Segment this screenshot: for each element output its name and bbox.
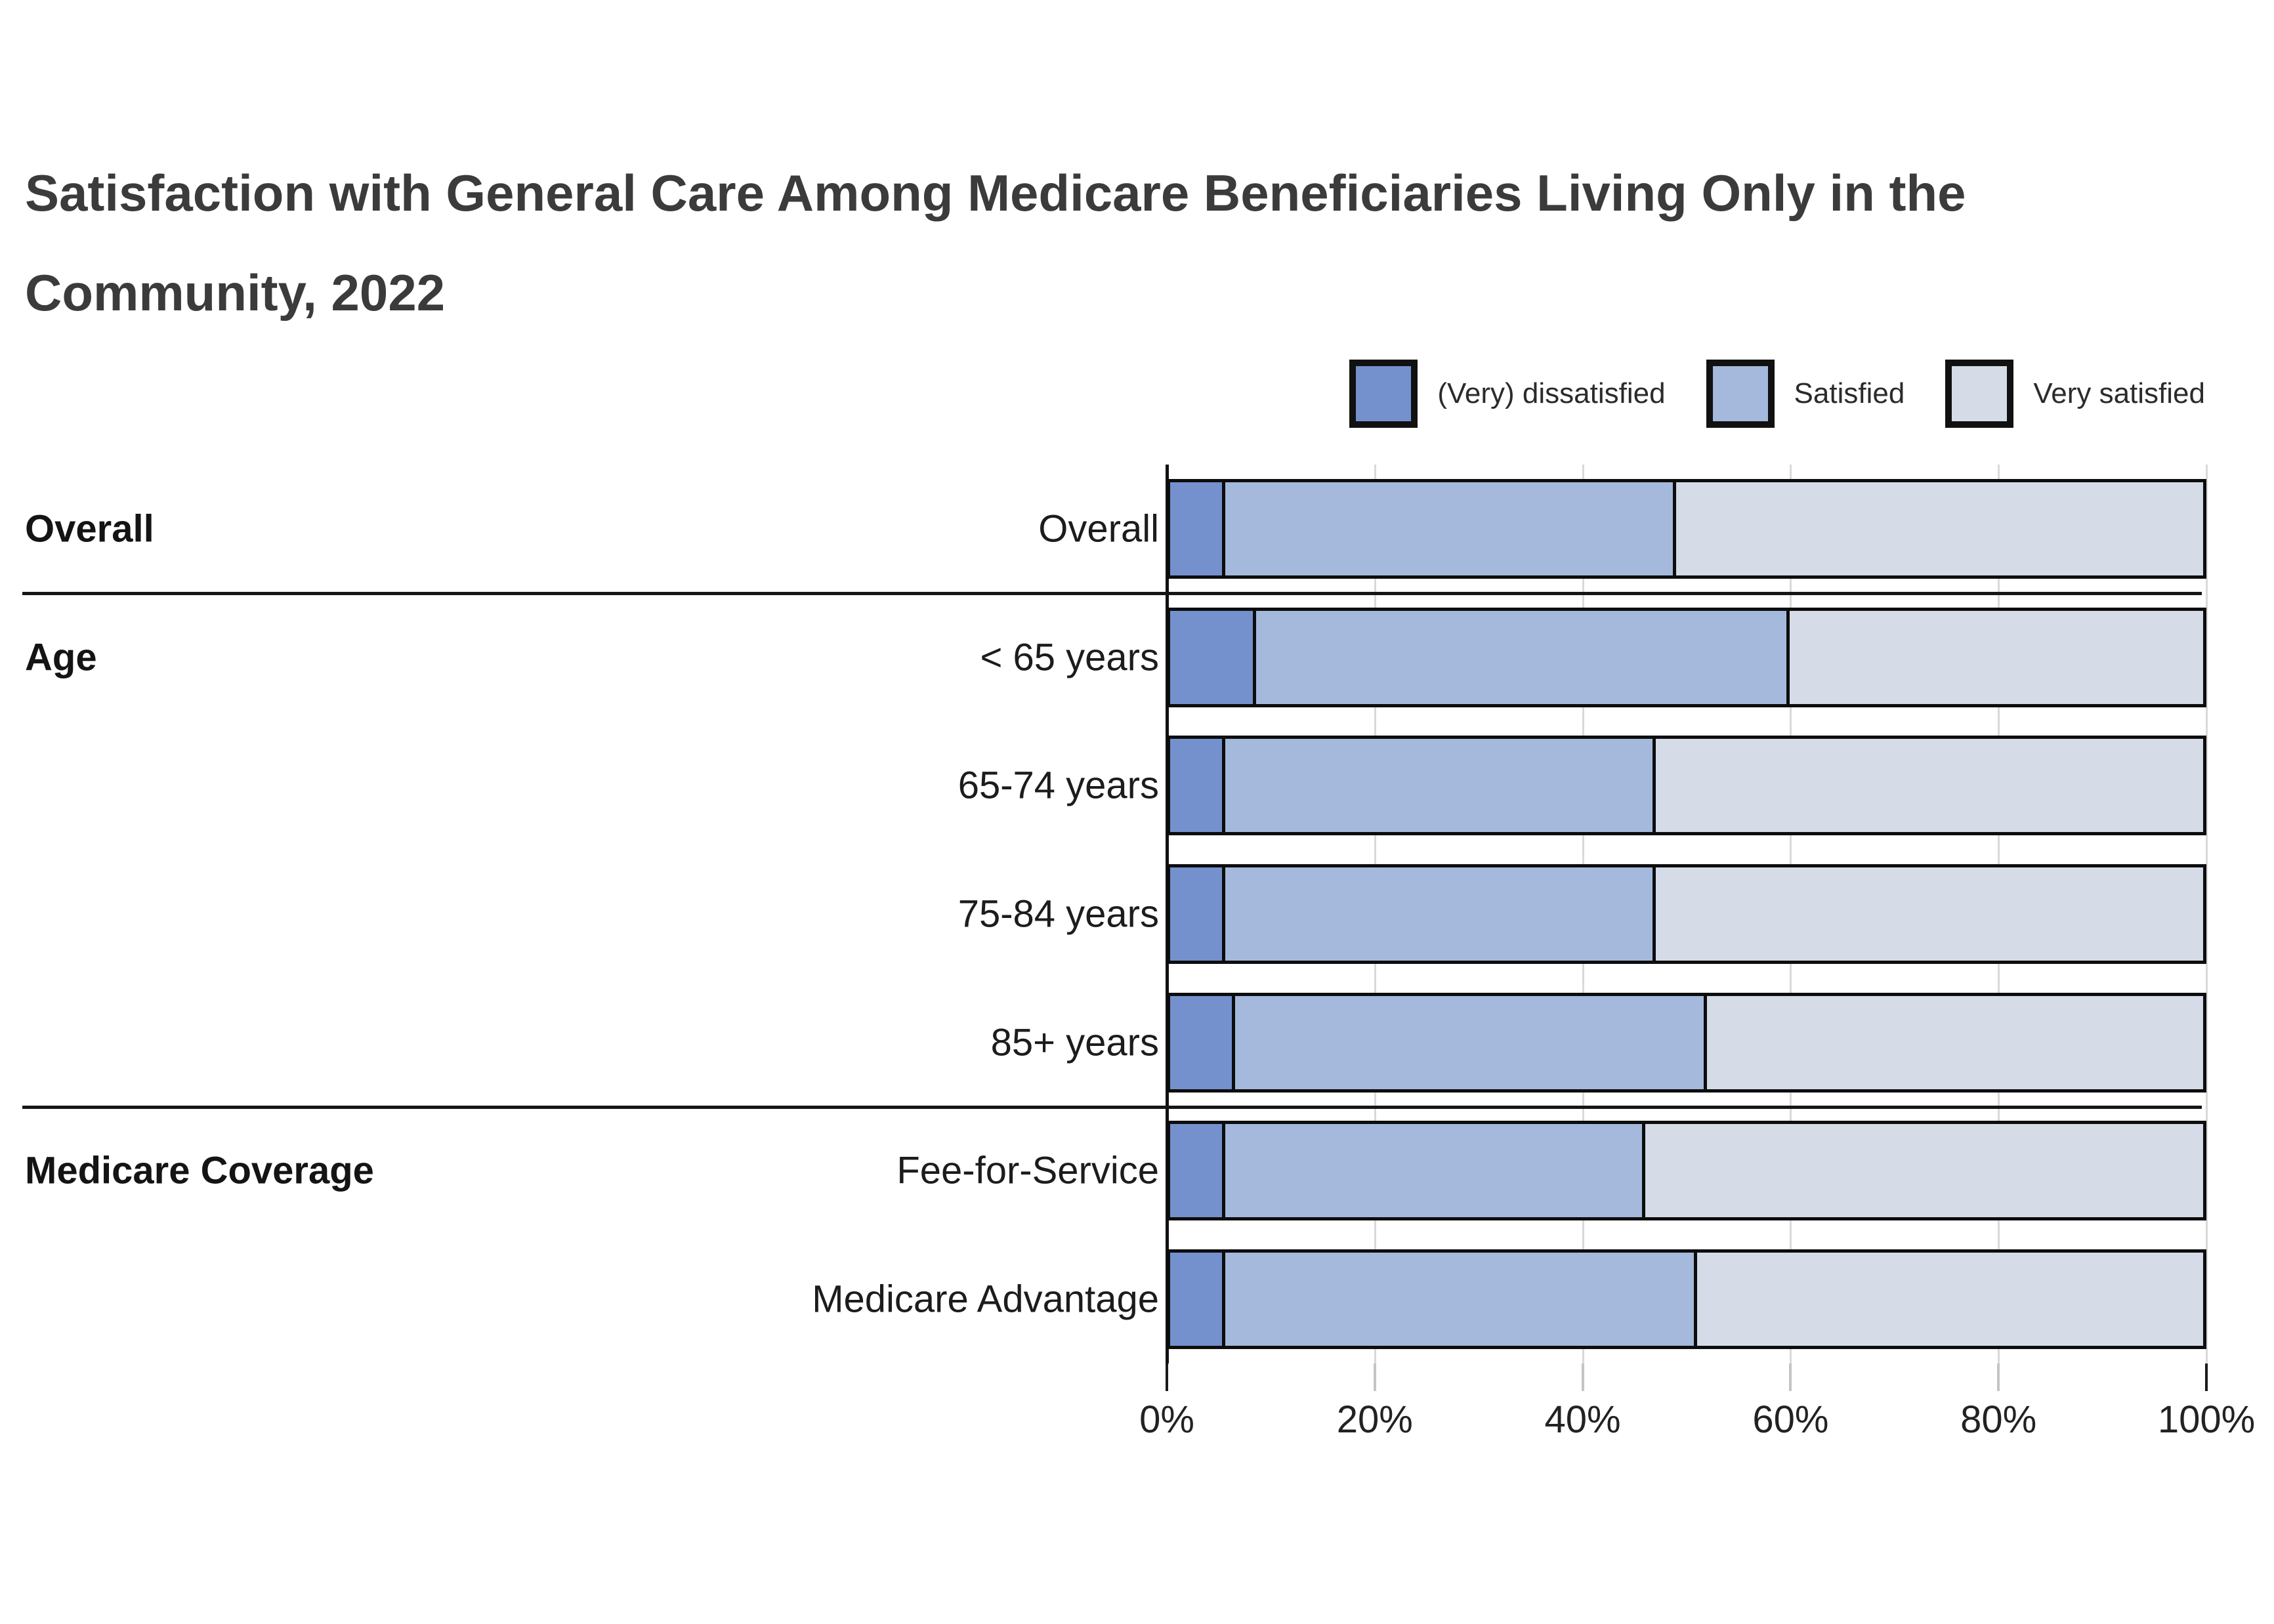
group-separator xyxy=(22,1105,2202,1109)
segment xyxy=(1790,610,2203,704)
row-label: 85+ years xyxy=(990,1021,1159,1064)
x-axis-tick-label: 100% xyxy=(2157,1398,2256,1441)
chart-title-line-2: Community, 2022 xyxy=(25,264,446,322)
legend-label-dissatisfied: (Very) dissatisfied xyxy=(1437,377,1666,409)
chart-title: Satisfaction with General Care Among Med… xyxy=(25,143,2243,343)
segment xyxy=(1655,739,2203,833)
segment xyxy=(1170,482,1222,575)
segment xyxy=(1170,995,1232,1089)
x-axis-tick-label: 60% xyxy=(1752,1398,1829,1441)
legend: (Very) dissatisfied Satisfied Very satis… xyxy=(1349,360,2205,428)
bar-row xyxy=(1167,736,2206,836)
bar-row xyxy=(1167,607,2206,707)
legend-label-satisfied: Satisfied xyxy=(1794,377,1905,409)
gridline-100% xyxy=(2206,465,2208,1364)
x-axis-tick-label: 20% xyxy=(1336,1398,1413,1441)
x-axis-tick-label: 0% xyxy=(1139,1398,1194,1441)
bar-row xyxy=(1167,1249,2206,1350)
bar-row xyxy=(1167,992,2206,1093)
segment xyxy=(1221,482,1677,575)
segment xyxy=(1221,867,1656,961)
legend-item-dissatisfied: (Very) dissatisfied xyxy=(1349,360,1666,428)
group-separator xyxy=(22,591,2202,595)
legend-swatch-dissatisfied xyxy=(1349,360,1418,428)
segment xyxy=(1221,739,1656,833)
group-label: Medicare Coverage xyxy=(25,1149,374,1192)
legend-item-satisfied: Satisfied xyxy=(1706,360,1905,428)
segment xyxy=(1252,610,1790,704)
x-axis-tick-80% xyxy=(1997,1364,2000,1391)
group-label: Overall xyxy=(25,507,154,551)
row-label: Overall xyxy=(1038,507,1159,551)
segment xyxy=(1696,1253,2203,1346)
legend-label-very-satisfied: Very satisfied xyxy=(2033,377,2205,409)
row-label: < 65 years xyxy=(980,636,1159,679)
row-label: 75-84 years xyxy=(958,892,1159,936)
x-axis-tick-20% xyxy=(1373,1364,1376,1391)
segment xyxy=(1170,867,1222,961)
row-label: 65-74 years xyxy=(958,764,1159,807)
legend-item-very-satisfied: Very satisfied xyxy=(1945,360,2205,428)
plot-area xyxy=(1166,465,2208,1364)
x-axis-tick-label: 80% xyxy=(1960,1398,2037,1441)
segment xyxy=(1655,867,2203,961)
segment xyxy=(1676,482,2203,575)
row-label: Fee-for-Service xyxy=(896,1149,1159,1192)
x-axis-tick-label: 40% xyxy=(1544,1398,1621,1441)
legend-swatch-very-satisfied xyxy=(1945,360,2014,428)
row-label: Medicare Advantage xyxy=(812,1278,1159,1321)
bar-row xyxy=(1167,1121,2206,1221)
chart-title-line-1: Satisfaction with General Care Among Med… xyxy=(25,164,1966,222)
bar-row xyxy=(1167,478,2206,579)
segment xyxy=(1232,995,1708,1089)
segment xyxy=(1170,1253,1222,1346)
bar-row xyxy=(1167,864,2206,964)
x-axis-tick-40% xyxy=(1581,1364,1584,1391)
group-label: Age xyxy=(25,636,97,679)
x-axis-tick-100% xyxy=(2205,1364,2208,1391)
x-axis-tick-0% xyxy=(1166,1364,1168,1391)
segment xyxy=(1170,1124,1222,1218)
segment xyxy=(1170,610,1253,704)
segment xyxy=(1221,1253,1697,1346)
x-axis-tick-60% xyxy=(1789,1364,1792,1391)
segment xyxy=(1221,1124,1646,1218)
legend-swatch-satisfied xyxy=(1706,360,1775,428)
segment xyxy=(1645,1124,2203,1218)
segment xyxy=(1707,995,2203,1089)
segment xyxy=(1170,739,1222,833)
